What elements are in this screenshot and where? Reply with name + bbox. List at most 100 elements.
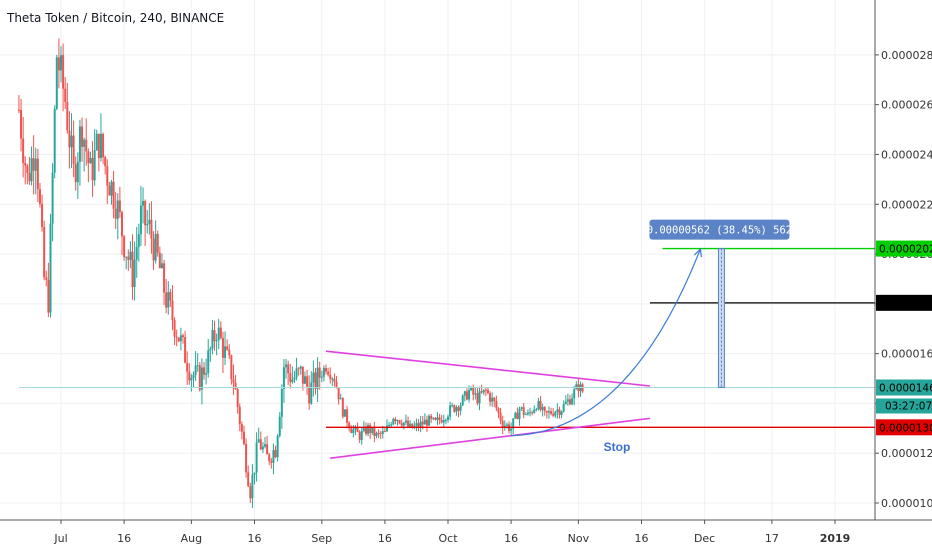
candle-body — [135, 246, 138, 260]
candle-body — [337, 387, 340, 400]
candle-body — [268, 454, 271, 462]
candle-body — [369, 424, 372, 434]
candle-body — [93, 150, 96, 181]
candle-body — [245, 444, 248, 473]
chart-drawings: 0.00000562 (38.45%) 562 Stop — [18, 219, 875, 459]
candle-body — [386, 425, 389, 432]
candle-body — [64, 88, 67, 103]
candle-body — [301, 366, 304, 384]
candle-body — [390, 424, 393, 426]
candle-body — [375, 432, 378, 436]
candle-body — [402, 422, 405, 426]
candle-body — [173, 320, 176, 337]
candle-body — [17, 109, 20, 111]
candle-body — [421, 421, 424, 425]
last-price-badge-bg — [876, 379, 932, 396]
candle-body — [356, 426, 359, 433]
candle-body — [497, 408, 500, 413]
candle-body — [419, 421, 422, 428]
candle-body — [89, 157, 92, 164]
candle-body — [482, 389, 485, 393]
candle-body — [398, 420, 401, 424]
candle-body — [447, 416, 449, 420]
last-price-badge: 0.00001464 — [879, 382, 932, 394]
candle-body — [142, 201, 145, 206]
candle-body — [112, 181, 115, 209]
candle-body — [224, 346, 227, 358]
candle-body — [362, 426, 365, 432]
candle-body — [547, 411, 550, 413]
candle-body — [428, 415, 431, 426]
candle-body — [251, 474, 254, 499]
candle-body — [211, 330, 214, 349]
x-tick-label: Sep — [311, 532, 332, 545]
candle-body — [531, 412, 534, 414]
candle-body — [310, 382, 313, 404]
x-tick-label: 16 — [248, 532, 262, 545]
candle-body — [242, 431, 245, 445]
candle-body — [320, 376, 323, 378]
candle-body — [335, 381, 338, 388]
candle-body — [453, 405, 456, 412]
x-tick-label: 16 — [378, 532, 392, 545]
candle-body — [74, 164, 77, 183]
x-tick-label: Nov — [568, 532, 590, 545]
x-tick-label: 16 — [504, 532, 518, 545]
candle-body — [257, 439, 260, 443]
candle-body — [181, 335, 184, 338]
candle-body — [60, 55, 62, 71]
x-tick-label: 16 — [635, 532, 649, 545]
candle-body — [247, 472, 250, 487]
candle-body — [550, 411, 553, 414]
candle-body — [127, 256, 130, 260]
x-tick-label: Dec — [694, 532, 715, 545]
candle-body — [463, 391, 466, 396]
candle-body — [459, 405, 462, 411]
candle-body — [573, 389, 576, 399]
candle-body — [308, 386, 311, 404]
candle-body — [306, 376, 309, 387]
candle-body — [194, 365, 197, 376]
candle-body — [411, 423, 414, 428]
candle-body — [95, 133, 98, 151]
triangle-upper-line — [325, 350, 650, 387]
candle-body — [108, 185, 111, 196]
candle-body — [415, 423, 418, 426]
candle-body — [196, 365, 199, 367]
candle-body — [261, 446, 264, 450]
candle-body — [484, 389, 487, 391]
candle-body — [282, 367, 285, 389]
candle-body — [564, 401, 567, 405]
candle-body — [535, 409, 538, 411]
candle-body — [221, 337, 224, 358]
candle-body — [278, 416, 281, 437]
candle-body — [404, 420, 407, 423]
candle-body — [514, 412, 517, 419]
candle-body — [186, 362, 189, 372]
candle-body — [358, 432, 361, 440]
candle-body — [501, 420, 504, 428]
y-tick-label: 0.00002400 — [881, 148, 932, 161]
candle-body — [341, 398, 344, 417]
candle-body — [287, 364, 290, 374]
candle-body — [575, 384, 578, 390]
candle-body — [169, 291, 172, 301]
candle-body — [270, 461, 273, 463]
candle-body — [165, 292, 168, 308]
candle-body — [85, 139, 88, 152]
candle-body — [148, 219, 151, 224]
candle-body — [116, 200, 119, 219]
candle-body — [253, 472, 256, 475]
countdown-badge: 03:27:07 — [885, 400, 932, 412]
candle-body — [28, 172, 31, 182]
candle-body — [350, 428, 353, 433]
candle-body — [49, 223, 52, 313]
candle-body — [438, 417, 441, 420]
y-tick-label: 0.00002600 — [881, 99, 932, 112]
candle-body — [114, 208, 117, 219]
candle-body — [554, 412, 557, 416]
candle-body — [449, 405, 452, 417]
candle-body — [522, 407, 525, 415]
candle-body — [177, 337, 180, 342]
